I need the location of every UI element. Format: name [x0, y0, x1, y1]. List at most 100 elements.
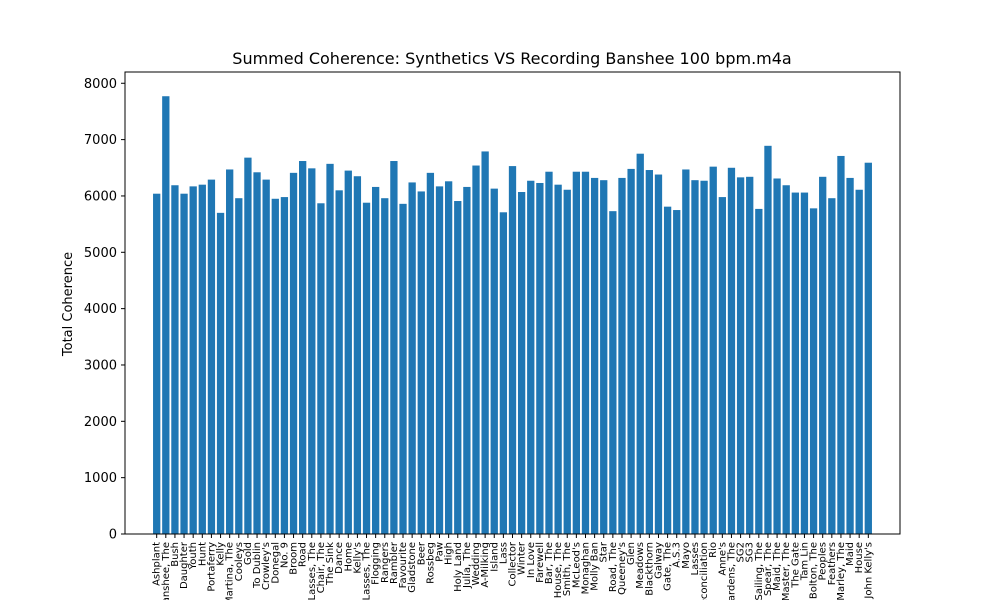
x-tick-label-35: Wedding	[471, 542, 482, 586]
bar-2	[171, 185, 179, 534]
x-tick-label-54: Blackthorn	[644, 542, 655, 596]
bar-37	[490, 188, 498, 534]
y-tick-label-0: 0	[109, 528, 117, 543]
x-tick-label-53: Meadows	[635, 542, 646, 589]
x-tick-label-60: Reconciliation	[699, 542, 710, 600]
x-tick-label-70: The Gate	[790, 542, 801, 589]
x-tick-label-28: Gladstone	[407, 542, 418, 593]
x-tick-label-24: Flogging	[371, 542, 382, 585]
bar-49	[600, 180, 608, 534]
bar-54	[645, 170, 653, 534]
x-tick-label-71: Tam Lin	[799, 542, 810, 581]
x-tick-label-63: Gardens, The	[726, 542, 737, 600]
bar-19	[326, 163, 334, 534]
x-tick-label-7: Kelly	[216, 542, 227, 566]
x-tick-label-11: To Dublin	[252, 542, 263, 589]
x-tick-label-9: Cooleys	[234, 542, 245, 581]
bar-33	[454, 201, 462, 534]
x-tick-label-50: Road, The	[608, 542, 619, 592]
x-tick-label-4: Youth	[188, 542, 199, 571]
bar-30	[426, 172, 435, 534]
bar-67	[764, 145, 772, 534]
y-tick-label-6: 6000	[84, 189, 117, 204]
x-tick-label-2: Bush	[170, 542, 181, 567]
x-tick-label-10: Gold	[243, 542, 254, 565]
x-tick-label-40: Winter	[517, 541, 528, 575]
x-tick-label-52: Glen	[626, 542, 637, 565]
bar-39	[508, 166, 517, 534]
y-tick-label-4: 4000	[84, 302, 117, 317]
x-tick-label-42: Farewell	[535, 542, 546, 583]
x-tick-label-34: Julia, The	[462, 542, 473, 589]
bar-36	[481, 151, 489, 534]
bar-45	[563, 189, 571, 534]
bar-53	[636, 153, 644, 534]
x-tick-label-15: Broom	[289, 542, 300, 575]
x-tick-label-32: High	[444, 542, 455, 565]
x-tick-label-30: Rossbeg	[425, 542, 436, 584]
x-tick-label-72: Bolton, The	[809, 542, 820, 599]
bar-68	[773, 178, 781, 535]
bar-72	[809, 208, 818, 534]
x-tick-label-43: Bar, The	[544, 542, 555, 584]
bar-52	[627, 168, 635, 534]
x-tick-label-6: Portaferry	[206, 542, 217, 592]
bar-4	[189, 186, 197, 534]
y-axis-ticks: 0 1000 2000 3000 4000 5000 6000 7000 8000	[84, 77, 125, 543]
bar-18	[317, 203, 325, 534]
bar-29	[417, 191, 425, 534]
bar-0	[153, 193, 161, 534]
x-tick-label-16: Road	[298, 542, 309, 567]
bar-78	[864, 162, 872, 534]
bar-42	[536, 182, 544, 535]
bar-25	[381, 198, 389, 534]
bar-74	[828, 198, 836, 534]
bar-16	[299, 161, 307, 534]
bar-38	[499, 212, 508, 535]
bar-14	[280, 197, 289, 534]
x-tick-label-59: Lasses	[690, 542, 701, 575]
bar-50	[609, 211, 617, 534]
bar-31	[435, 186, 444, 534]
bar-71	[800, 192, 809, 534]
x-tick-label-21: Home	[343, 542, 354, 572]
x-tick-label-58: Mayo	[681, 542, 692, 569]
bar-40	[517, 192, 526, 534]
x-tick-label-62: Anne's	[717, 542, 728, 576]
bar-34	[463, 186, 471, 534]
bar-51	[618, 177, 626, 535]
x-tick-label-39: Collector	[508, 541, 519, 586]
x-tick-label-19: The Sink	[325, 542, 336, 586]
bar-1	[162, 96, 170, 534]
x-tick-label-49: Star	[599, 541, 610, 562]
bar-56	[663, 206, 672, 534]
bar-28	[408, 182, 416, 534]
x-tick-label-25: Rangers	[380, 542, 391, 583]
x-tick-label-65: SG3	[745, 542, 756, 562]
bar-41	[527, 180, 535, 535]
y-axis-label: Total Coherence	[61, 252, 76, 357]
x-tick-label-74: Feathers	[827, 542, 838, 585]
x-tick-label-17: Lasses, The	[307, 542, 318, 600]
bar-70	[791, 192, 799, 534]
x-tick-label-44: House, The	[553, 542, 564, 598]
x-tick-label-48: Molly Ban	[590, 542, 601, 591]
x-tick-label-66: Sailing, The	[754, 542, 765, 600]
y-tick-label-8: 8000	[84, 77, 117, 92]
x-tick-label-23: Lasses, The	[362, 542, 373, 600]
x-tick-label-78: John Kelly's	[863, 542, 874, 600]
x-tick-label-38: Lass	[498, 542, 509, 564]
bar-15	[289, 172, 298, 534]
bar-12	[262, 179, 270, 535]
x-tick-label-77: House	[854, 542, 865, 573]
y-tick-label-1: 1000	[84, 471, 117, 486]
x-tick-label-14: No. 9	[279, 542, 290, 568]
bar-11	[253, 172, 261, 535]
x-tick-label-46: McLeod's	[571, 542, 582, 588]
bar-63	[727, 167, 736, 534]
bar-27	[399, 203, 407, 534]
bar-9	[235, 198, 243, 534]
